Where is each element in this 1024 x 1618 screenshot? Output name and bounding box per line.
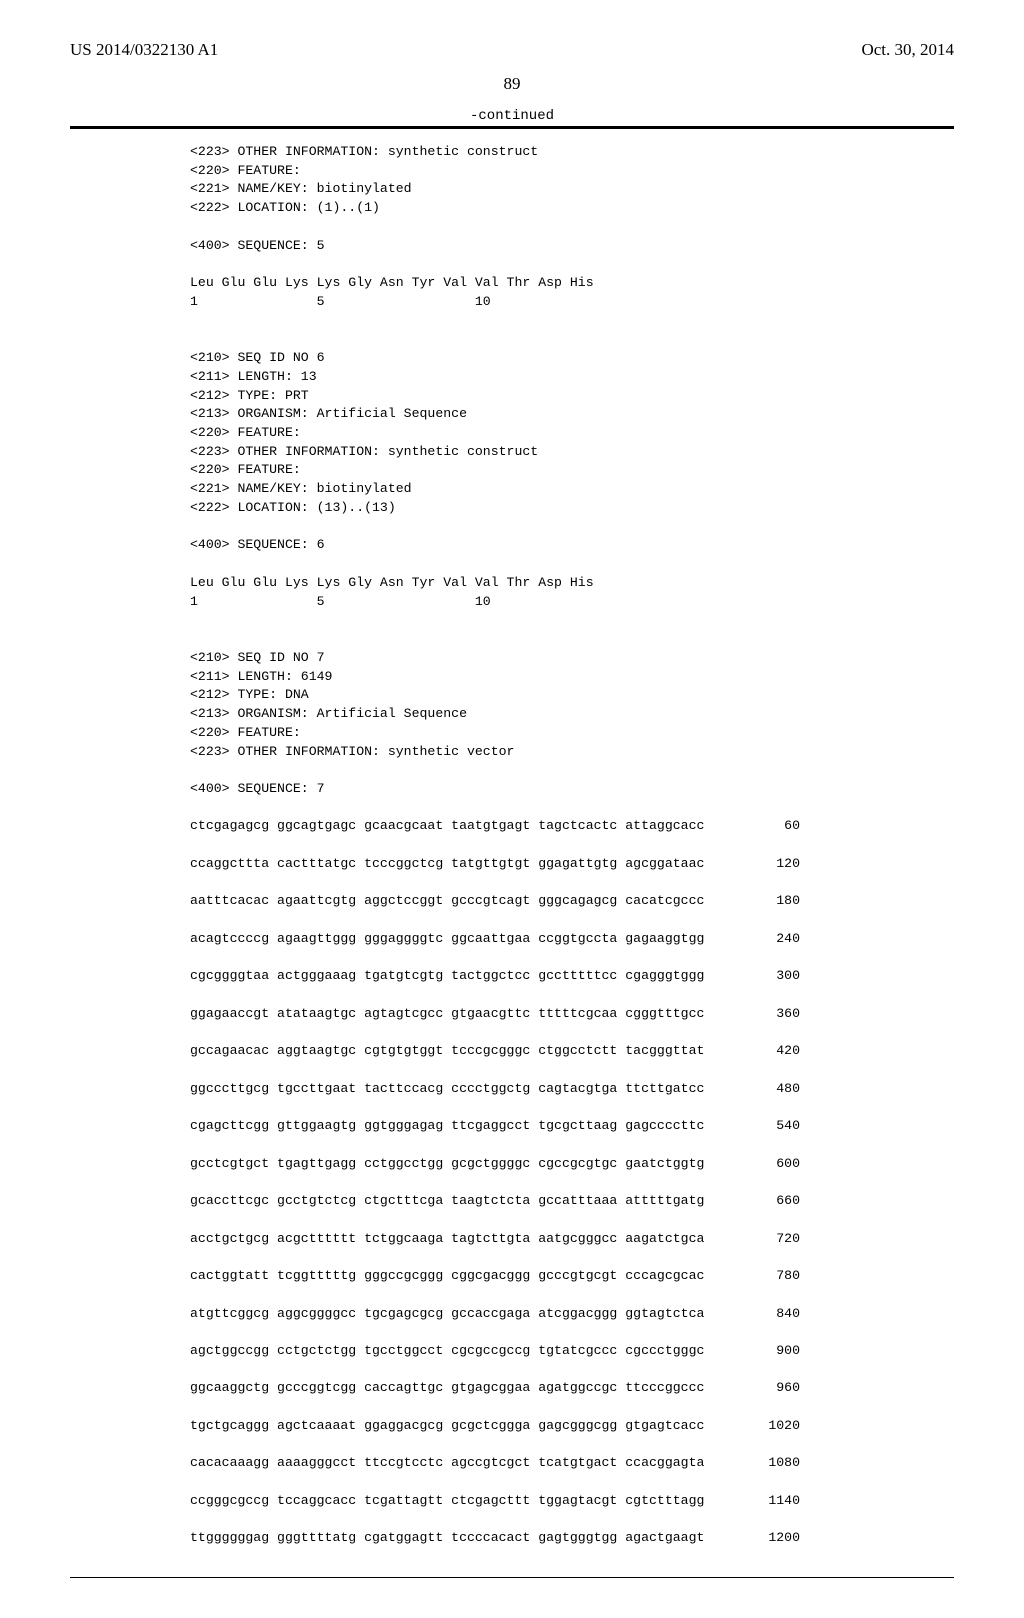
page-header: US 2014/0322130 A1 Oct. 30, 2014 [70,40,954,60]
sequence-row: atgttcggcg aggcggggcc tgcgagcgcg gccaccg… [190,1305,800,1324]
rule-top [70,126,954,129]
sequence-row: cgagcttcgg gttggaagtg ggtgggagag ttcgagg… [190,1117,800,1136]
sequence-row: ggagaaccgt atataagtgc agtagtcgcc gtgaacg… [190,1005,800,1024]
sequence-row: ccaggcttta cactttatgc tcccggctcg tatgttg… [190,855,800,874]
sequence-row: ctcgagagcg ggcagtgagc gcaacgcaat taatgtg… [190,817,800,836]
sequence-row: ggcccttgcg tgccttgaat tacttccacg cccctgg… [190,1080,800,1099]
sequence-row: gcctcgtgct tgagttgagg cctggcctgg gcgctgg… [190,1155,800,1174]
sequence-row: gcaccttcgc gcctgtctcg ctgctttcga taagtct… [190,1192,800,1211]
sequence-listing: <223> OTHER INFORMATION: synthetic const… [190,143,954,1567]
page-number: 89 [70,74,954,94]
patent-page: US 2014/0322130 A1 Oct. 30, 2014 89 -con… [0,0,1024,1618]
sequence-row: ggcaaggctg gcccggtcgg caccagttgc gtgagcg… [190,1379,800,1398]
sequence-row: aatttcacac agaattcgtg aggctccggt gcccgtc… [190,892,800,911]
continued-label: -continued [70,108,954,124]
sequence-row: ttggggggag gggttttatg cgatggagtt tccccac… [190,1529,800,1548]
sequence-row: cgcggggtaa actgggaaag tgatgtcgtg tactggc… [190,967,800,986]
sequence-row: cacacaaagg aaaagggcct ttccgtcctc agccgtc… [190,1454,800,1473]
publication-number: US 2014/0322130 A1 [70,40,218,60]
rule-bottom [70,1577,954,1578]
sequence-row: acctgctgcg acgctttttt tctggcaaga tagtctt… [190,1230,800,1249]
sequence-row: gccagaacac aggtaagtgc cgtgtgtggt tcccgcg… [190,1042,800,1061]
sequence-row: acagtccccg agaagttggg gggaggggtc ggcaatt… [190,930,800,949]
sequence-row: ccgggcgccg tccaggcacc tcgattagtt ctcgagc… [190,1492,800,1511]
sequence-row: cactggtatt tcggtttttg gggccgcggg cggcgac… [190,1267,800,1286]
sequence-row: tgctgcaggg agctcaaaat ggaggacgcg gcgctcg… [190,1417,800,1436]
sequence-row: agctggccgg cctgctctgg tgcctggcct cgcgccg… [190,1342,800,1361]
publication-date: Oct. 30, 2014 [861,40,954,60]
